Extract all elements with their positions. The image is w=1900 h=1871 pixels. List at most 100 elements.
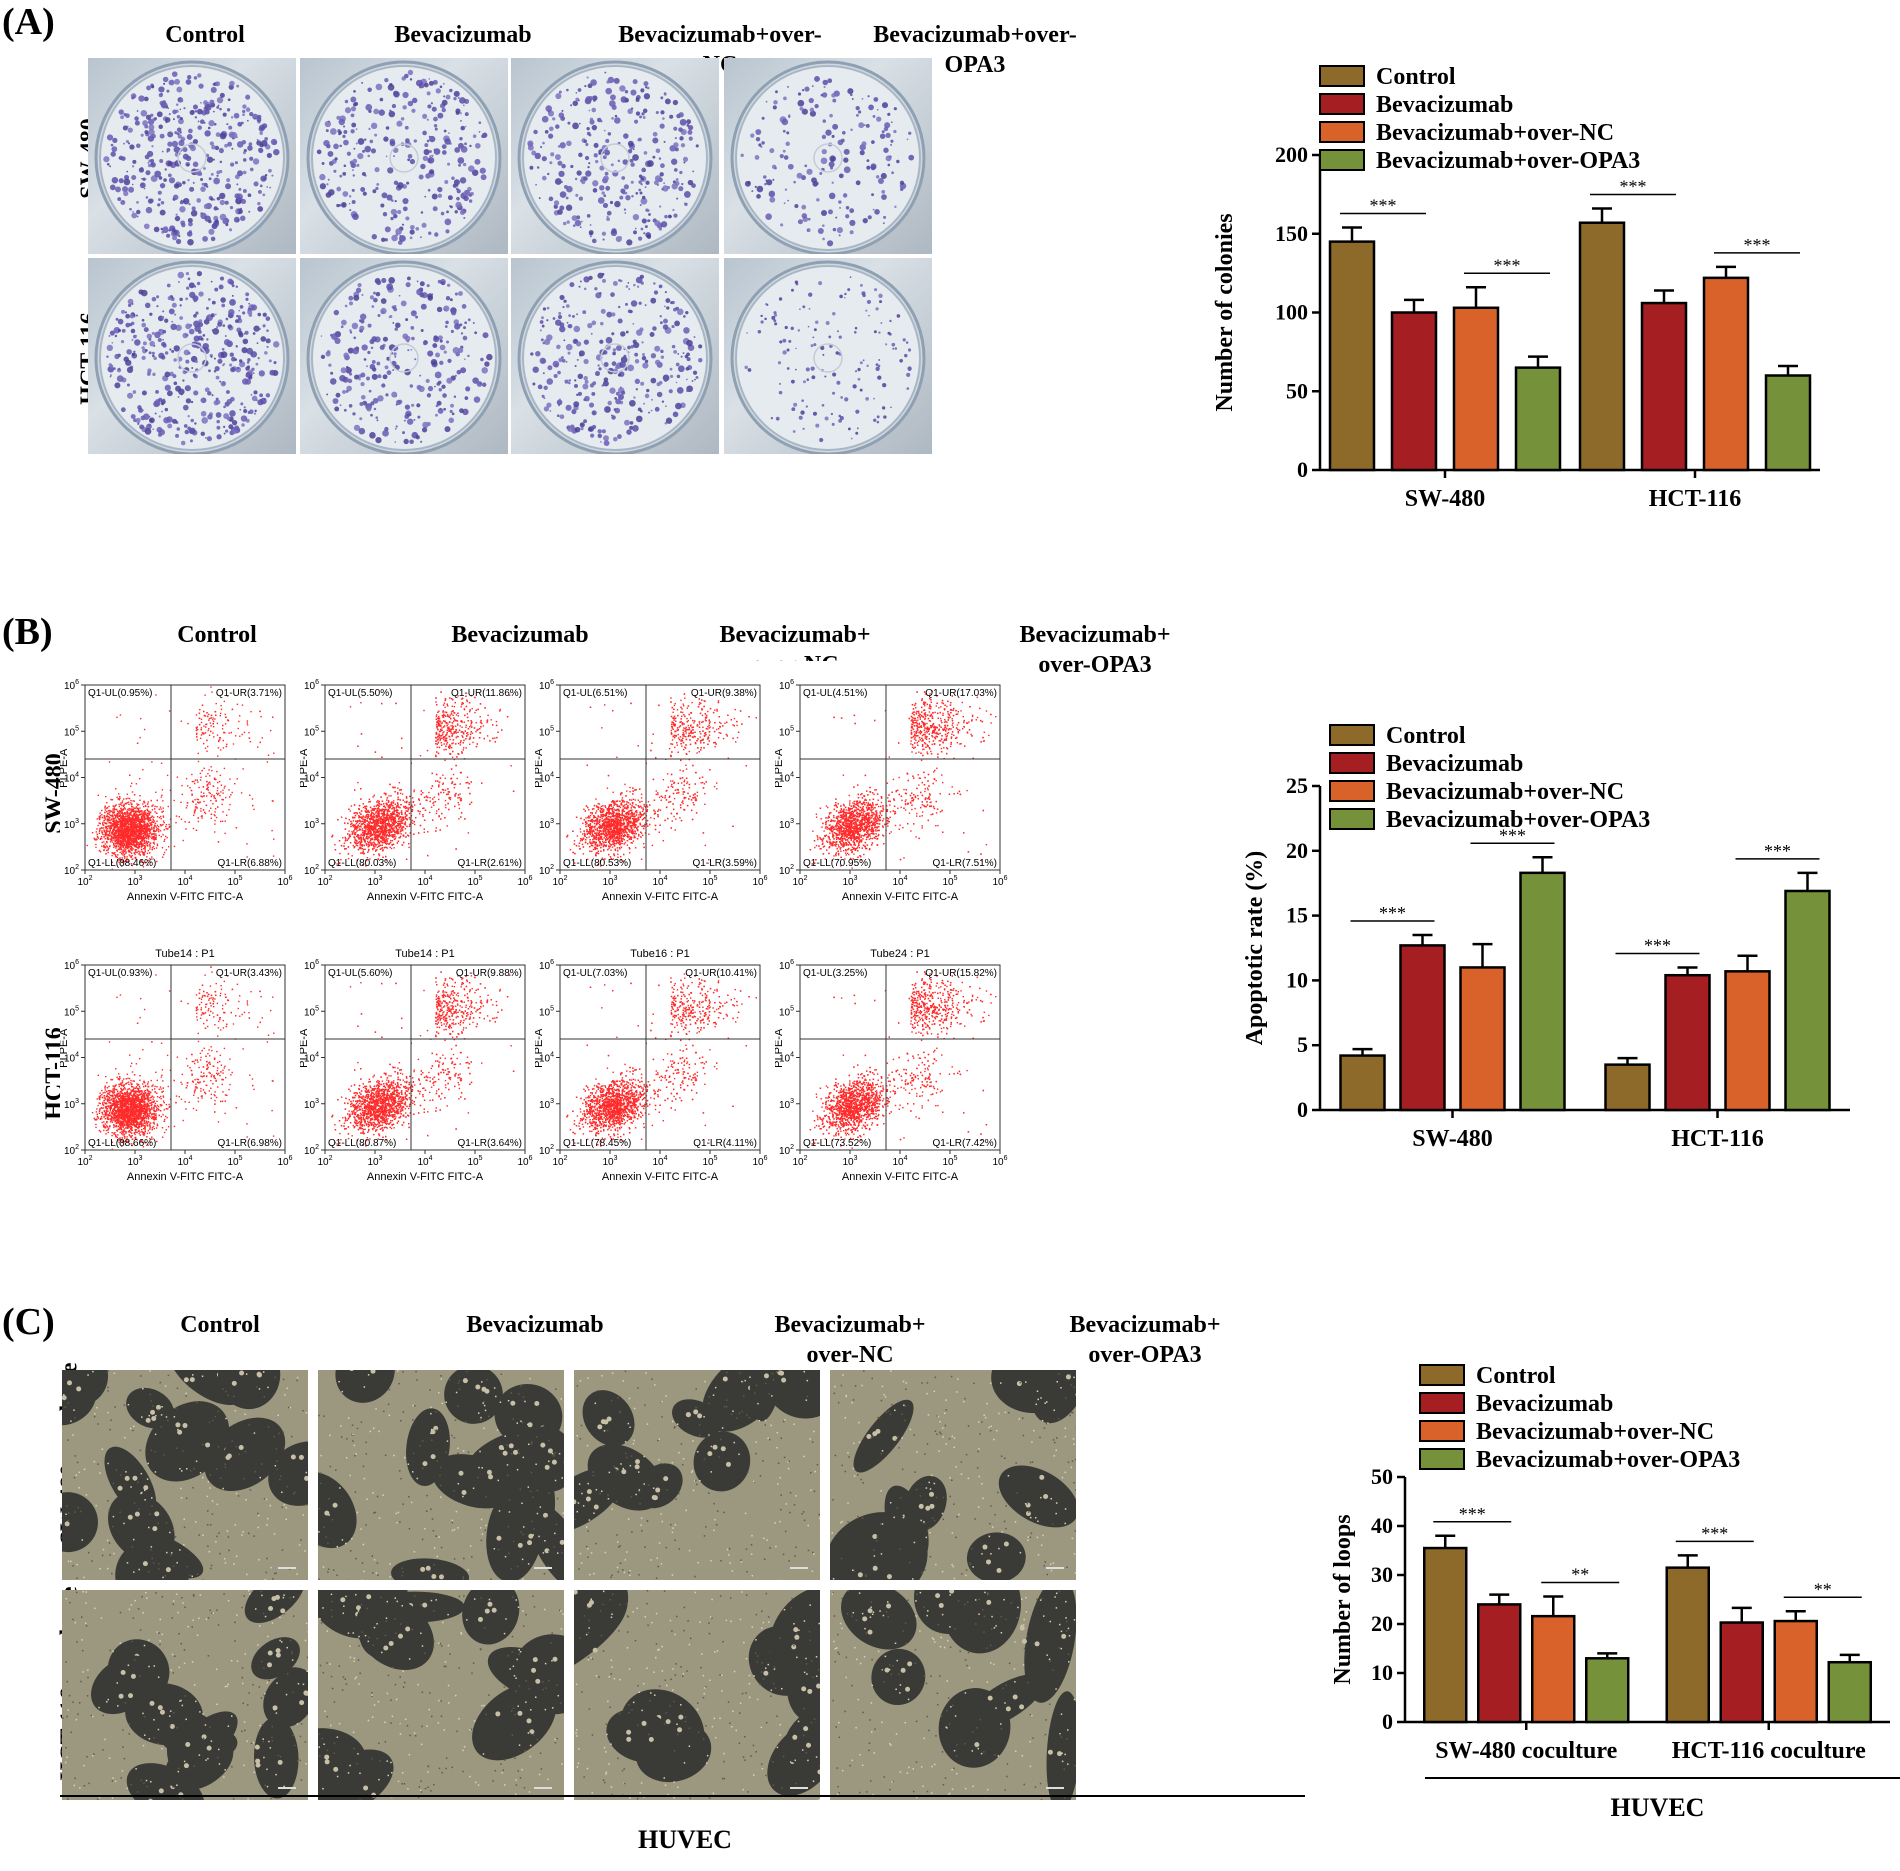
- quadrant-label-lr: Q1-LR(3.59%): [693, 858, 757, 869]
- flow-x-axis-label: Annexin V-FITC FITC-A: [602, 1171, 719, 1183]
- quadrant-label-ur: Q1-UR(17.03%): [925, 688, 997, 699]
- flow-x-axis-label: Annexin V-FITC FITC-A: [367, 891, 484, 903]
- quadrant-label-ll: Q1-LL(80.03%): [328, 858, 396, 869]
- flow-x-tick: 104: [177, 1155, 192, 1168]
- loops-chart-y-tick-label: 40: [1371, 1513, 1393, 1538]
- loops-chart-bar: [1667, 1568, 1709, 1722]
- colony-chart-legend-label: Control: [1376, 64, 1456, 90]
- colony-chart-legend-swatch: [1320, 122, 1364, 142]
- flow-x-tick: 102: [792, 1155, 807, 1168]
- flow-x-tick: 103: [602, 1155, 617, 1168]
- colony-chart-bar: [1516, 368, 1560, 470]
- colony-chart-legend-swatch: [1320, 150, 1364, 170]
- flow-x-tick: 102: [792, 875, 807, 888]
- flow-x-tick: 104: [652, 875, 667, 888]
- tube-formation-image: [830, 1590, 1076, 1800]
- apoptosis-chart-y-tick-label: 0: [1297, 1097, 1308, 1122]
- flow-x-tick: 105: [942, 1155, 957, 1168]
- flow-x-tick: 102: [77, 875, 92, 888]
- tube-formation-image: [62, 1370, 308, 1580]
- flow-y-tick: 102: [304, 1144, 319, 1157]
- flow-y-tick: 103: [779, 818, 794, 831]
- tube-formation-image: [318, 1370, 564, 1580]
- flow-x-tick: 106: [752, 1155, 767, 1168]
- quadrant-label-ll: Q1-LL(70.95%): [803, 858, 871, 869]
- flow-y-tick: 102: [539, 864, 554, 877]
- flow-x-axis-label: Annexin V-FITC FITC-A: [367, 1171, 484, 1183]
- quadrant-label-ul: Q1-UL(3.25%): [803, 968, 867, 979]
- quadrant-label-ur: Q1-UR(3.43%): [216, 968, 282, 979]
- colony-chart-y-tick-label: 100: [1275, 300, 1308, 325]
- quadrant-label-ul: Q1-UL(4.51%): [803, 688, 867, 699]
- flow-y-tick: 103: [304, 818, 319, 831]
- flow-y-tick: 102: [64, 1144, 79, 1157]
- quadrant-label-ul: Q1-UL(7.03%): [563, 968, 627, 979]
- flow-y-tick: 102: [64, 864, 79, 877]
- colony-chart-y-tick-label: 50: [1286, 378, 1308, 403]
- loops-chart-legend-swatch: [1420, 1449, 1464, 1469]
- quadrant-label-ur: Q1-UR(11.86%): [451, 688, 522, 699]
- flow-y-axis-label: PI PE-A: [60, 748, 70, 788]
- apoptosis-chart-y-tick-label: 25: [1286, 773, 1308, 798]
- tube-formation-image: [830, 1370, 1076, 1580]
- flow-y-axis-label: PI PE-A: [535, 748, 545, 788]
- flow-x-tick: 105: [942, 875, 957, 888]
- colony-dish-image: [300, 258, 508, 454]
- flow-y-axis-label: PI PE-A: [300, 748, 310, 788]
- flow-tube-title: Tube24 : P1: [870, 948, 930, 960]
- loops-chart-legend-label: Bevacizumab: [1476, 1391, 1613, 1417]
- colony-chart-bar: [1580, 223, 1624, 470]
- flow-x-tick: 104: [892, 1155, 907, 1168]
- flow-x-tick: 103: [602, 875, 617, 888]
- flow-y-axis-label: PI PE-A: [60, 1028, 70, 1068]
- flow-y-tick: 105: [779, 1005, 794, 1018]
- flow-y-tick: 106: [779, 959, 794, 972]
- flow-y-tick: 106: [539, 959, 554, 972]
- quadrant-label-lr: Q1-LR(7.51%): [933, 858, 997, 869]
- apoptosis-chart-y-axis-label: Apoptotic rate (%): [1242, 851, 1268, 1046]
- loops-chart-significance-label: ***: [1459, 1504, 1486, 1524]
- colony-dish-image: [511, 258, 719, 454]
- flow-x-tick: 105: [467, 875, 482, 888]
- loops-chart-significance-label: **: [1814, 1579, 1832, 1599]
- panel-b-col-label-1: Bevacizumab: [370, 620, 670, 650]
- apoptosis-chart-significance-label: ***: [1644, 935, 1671, 955]
- quadrant-label-ur: Q1-UR(15.82%): [925, 968, 997, 979]
- flow-y-tick: 106: [779, 679, 794, 692]
- panel-a-col-label-1: Bevacizumab: [313, 20, 613, 50]
- flow-x-tick: 104: [652, 1155, 667, 1168]
- loops-chart-bar: [1829, 1662, 1871, 1722]
- apoptosis-chart-legend-label: Control: [1386, 723, 1466, 749]
- flow-y-tick: 106: [539, 679, 554, 692]
- huvec-label: HUVEC: [560, 1825, 810, 1855]
- flow-y-axis-label: PI PE-A: [775, 1028, 785, 1068]
- loops-chart-y-tick-label: 20: [1371, 1611, 1393, 1636]
- colony-chart-x-tick-label: SW-480: [1405, 486, 1485, 512]
- colony-chart-y-tick-label: 0: [1297, 457, 1308, 482]
- quadrant-label-ul: Q1-UL(6.51%): [563, 688, 627, 699]
- flow-x-tick: 102: [552, 875, 567, 888]
- quadrant-label-ul: Q1-UL(0.95%): [88, 688, 152, 699]
- flow-y-tick: 103: [539, 1098, 554, 1111]
- flow-x-tick: 103: [127, 1155, 142, 1168]
- flow-y-tick: 102: [304, 864, 319, 877]
- loops-chart-y-tick-label: 30: [1371, 1562, 1393, 1587]
- colony-chart-x-tick-label: HCT-116: [1649, 486, 1741, 512]
- apoptosis-chart-significance-label: ***: [1379, 903, 1406, 923]
- apoptosis-chart-bar: [1786, 891, 1830, 1110]
- flow-y-tick: 105: [64, 725, 79, 738]
- quadrant-label-lr: Q1-LR(2.61%): [458, 858, 522, 869]
- flow-y-tick: 105: [779, 725, 794, 738]
- loops-chart-bar: [1775, 1621, 1817, 1722]
- loops-chart-group-label: HUVEC: [1611, 1793, 1705, 1822]
- colony-chart-significance-label: ***: [1620, 177, 1647, 197]
- colony-chart-significance-label: ***: [1494, 255, 1521, 275]
- panel-b-col-label-0: Control: [67, 620, 367, 650]
- apoptosis-chart-legend-swatch: [1330, 725, 1374, 745]
- quadrant-label-ll: Q1-LL(80.53%): [563, 858, 631, 869]
- loops-chart-legend-swatch: [1420, 1393, 1464, 1413]
- flow-y-tick: 103: [304, 1098, 319, 1111]
